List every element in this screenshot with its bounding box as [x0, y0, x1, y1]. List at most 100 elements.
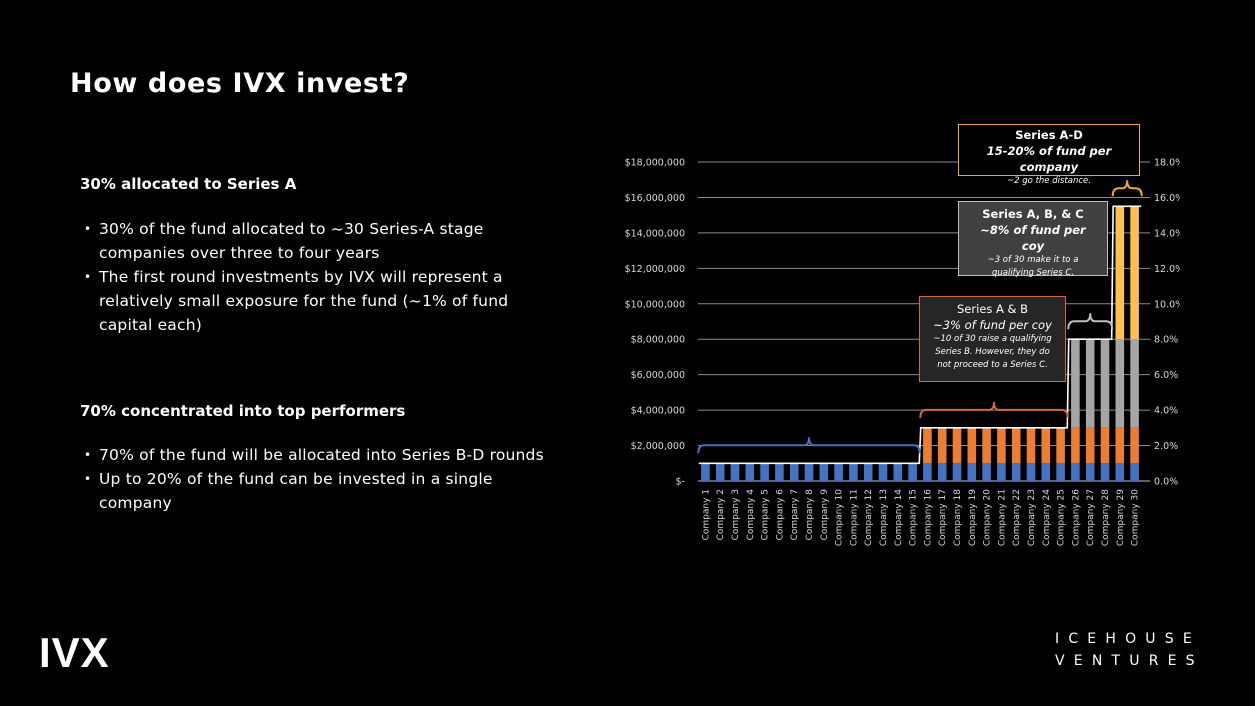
- bullet-item: The first round investments by IVX will …: [84, 265, 554, 337]
- y-left-tick-label: $18,000,000: [625, 158, 685, 169]
- x-tick-label: Company 23: [1027, 489, 1037, 546]
- y-right-tick-label: 2.0%: [1154, 441, 1178, 452]
- bar-segment-series-3: [1085, 339, 1095, 428]
- bar-segment-series-4: [1130, 206, 1139, 340]
- callout-series-a-b: Series A & B ~3% of fund per coy ~10 of …: [919, 296, 1066, 382]
- callout-series-a-b-c: Series A, B, & C ~8% of fund per coy ~3 …: [958, 201, 1108, 278]
- y-right-tick-label: 4.0%: [1154, 406, 1178, 417]
- y-right-tick-label: 12.0%: [1154, 264, 1180, 275]
- bar-segment-series-2: [952, 427, 962, 464]
- x-tick-label: Company 11: [849, 489, 859, 546]
- bar-segment-series-3: [1071, 339, 1080, 428]
- bar-segment-series-1: [863, 463, 873, 481]
- x-tick-label: Company 10: [835, 489, 845, 546]
- x-tick-label: Company 27: [1086, 489, 1096, 546]
- y-left-tick-label: $6,000,000: [631, 370, 685, 381]
- x-tick-label: Company 22: [1012, 489, 1022, 546]
- bar-segment-series-2: [982, 427, 991, 464]
- bar-segment-series-1: [849, 463, 858, 481]
- bar-segment-series-2: [937, 427, 947, 464]
- bar-segment-series-1: [1056, 463, 1065, 481]
- bar-segment-series-1: [937, 463, 947, 481]
- bar-segment-series-1: [760, 463, 769, 481]
- bullet-item: Up to 20% of the fund can be invested in…: [84, 467, 554, 515]
- x-tick-label: Company 13: [879, 489, 889, 546]
- bar-segment-series-1: [967, 463, 977, 481]
- bar-segment-series-1: [997, 463, 1006, 481]
- x-tick-label: Company 3: [731, 489, 741, 540]
- y-left-tick-label: $10,000,000: [625, 299, 685, 310]
- bar-segment-series-1: [952, 463, 962, 481]
- x-tick-label: Company 28: [1101, 489, 1111, 546]
- x-tick-label: Company 1: [701, 489, 711, 540]
- bar-segment-series-1: [701, 463, 710, 481]
- ivx-logo: IVX: [39, 629, 110, 676]
- bar-segment-series-2: [1130, 427, 1139, 464]
- bar-segment-series-3: [1100, 339, 1110, 428]
- bar-segment-series-1: [1115, 463, 1125, 481]
- x-tick-label: Company 15: [909, 489, 919, 546]
- callout-title: Series A-D: [1015, 128, 1083, 142]
- callout-series-a-d: Series A-D 15-20% of fund per company ~2…: [958, 124, 1140, 186]
- bar-segment-series-2: [997, 427, 1006, 464]
- icehouse-ventures-logo: ICEHOUSE VENTURES: [1055, 628, 1225, 672]
- x-tick-label: Company 4: [746, 489, 756, 541]
- bullet-item: 30% of the fund allocated to ~30 Series-…: [84, 217, 554, 265]
- bar-segment-series-2: [1071, 427, 1080, 464]
- bar-segment-series-1: [819, 463, 829, 481]
- bar-segment-series-1: [923, 463, 932, 481]
- callout-subtitle: ~8% of fund per coy: [980, 223, 1086, 253]
- page-title: How does IVX invest?: [70, 68, 410, 99]
- bar-segment-series-1: [715, 463, 725, 481]
- bar-segment-series-1: [730, 463, 740, 481]
- bar-segment-series-1: [789, 463, 799, 481]
- bar-segment-series-1: [1100, 463, 1110, 481]
- x-tick-label: Company 19: [968, 489, 978, 546]
- y-left-tick-label: $2,000,000: [631, 441, 685, 452]
- bar-segment-series-3: [1130, 339, 1139, 428]
- x-tick-label: Company 21: [997, 489, 1007, 546]
- logo-line: VENTURES: [1055, 653, 1204, 669]
- y-left-tick-label: $8,000,000: [631, 335, 685, 346]
- x-tick-label: Company 9: [820, 489, 830, 541]
- x-tick-label: Company 25: [1057, 489, 1067, 546]
- bar-segment-series-1: [775, 463, 784, 481]
- x-tick-label: Company 17: [938, 489, 948, 546]
- x-tick-label: Company 14: [894, 489, 904, 546]
- bar-segment-series-1: [1026, 463, 1036, 481]
- y-right-tick-label: 10.0%: [1154, 299, 1180, 310]
- x-tick-label: Company 2: [716, 489, 726, 540]
- bar-segment-series-1: [1041, 463, 1051, 481]
- y-right-tick-label: 6.0%: [1154, 370, 1178, 381]
- bullet-list-series-a: 30% of the fund allocated to ~30 Series-…: [84, 217, 554, 337]
- bar-segment-series-2: [923, 427, 932, 464]
- y-right-tick-label: 0.0%: [1154, 477, 1178, 488]
- bar-segment-series-2: [1041, 427, 1051, 464]
- logo-line: ICEHOUSE: [1055, 631, 1201, 647]
- bar-segment-series-1: [982, 463, 991, 481]
- y-left-tick-label: $14,000,000: [625, 228, 685, 239]
- bar-segment-series-1: [745, 463, 755, 481]
- bar-segment-series-1: [1085, 463, 1095, 481]
- bar-segment-series-1: [1130, 463, 1139, 481]
- x-tick-label: Company 5: [761, 489, 771, 540]
- bar-segment-series-2: [1100, 427, 1110, 464]
- y-left-tick-label: $16,000,000: [625, 193, 685, 204]
- y-right-tick-label: 16.0%: [1154, 193, 1180, 204]
- x-tick-label: Company 18: [953, 489, 963, 546]
- y-right-tick-label: 14.0%: [1154, 228, 1180, 239]
- x-tick-label: Company 12: [864, 489, 874, 546]
- x-tick-label: Company 30: [1131, 489, 1141, 546]
- y-right-tick-label: 18.0%: [1154, 158, 1180, 169]
- bar-segment-series-1: [804, 463, 814, 481]
- bar-segment-series-1: [908, 463, 917, 481]
- x-tick-label: Company 24: [1042, 489, 1052, 546]
- y-left-tick-label: $-: [676, 477, 685, 488]
- x-tick-label: Company 16: [923, 489, 933, 546]
- bar-segment-series-1: [1071, 463, 1080, 481]
- callout-subtitle: ~3% of fund per coy: [933, 318, 1052, 332]
- bar-segment-series-1: [878, 463, 888, 481]
- group-bracket-3: [1067, 313, 1114, 330]
- y-right-tick-label: 8.0%: [1154, 335, 1178, 346]
- y-left-tick-label: $4,000,000: [631, 406, 685, 417]
